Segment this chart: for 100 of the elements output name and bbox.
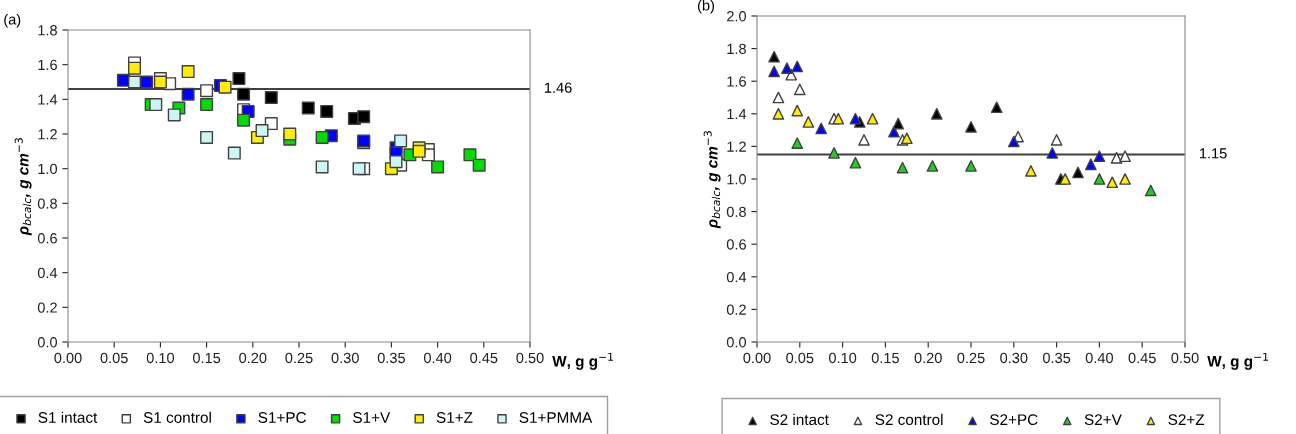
point <box>791 104 804 117</box>
x-tick-label: 0.50 <box>1171 352 1199 364</box>
x-axis-title: W, g g$^{−1}$ <box>1207 352 1268 370</box>
x-tick-label: 0.40 <box>1085 352 1114 364</box>
y-tick-label: 1.4 <box>38 94 58 105</box>
legend-label: S2+PC <box>990 414 1038 426</box>
point <box>149 98 163 112</box>
x-tick-label: 0.30 <box>331 352 359 364</box>
point <box>793 83 806 96</box>
y-tick-label: 1.2 <box>38 129 57 140</box>
point <box>858 134 870 146</box>
point <box>1059 173 1072 185</box>
point <box>772 107 785 120</box>
legend-label: S2+V <box>1084 414 1122 426</box>
legend-label: S1+PC <box>258 412 306 423</box>
point <box>283 127 297 141</box>
point <box>965 160 977 172</box>
point <box>255 124 269 138</box>
point <box>990 101 1003 114</box>
legend-label: S2 intact <box>770 413 829 426</box>
x-tick-label: 0.20 <box>914 352 942 364</box>
point <box>128 75 142 89</box>
y-tick-label: 0.4 <box>37 267 58 279</box>
x-tick-label: 0.45 <box>1128 352 1156 364</box>
y-tick-label: 1.4 <box>727 109 747 120</box>
y-tick-label: 0.8 <box>726 206 746 218</box>
point <box>900 132 913 145</box>
point <box>768 50 780 63</box>
x-tick-label: 0.30 <box>1000 352 1028 364</box>
point <box>896 161 909 174</box>
y-tick-label: 0.4 <box>726 271 747 283</box>
point <box>1119 150 1131 163</box>
point <box>1119 173 1131 185</box>
y-tick-label: 0.0 <box>37 337 58 348</box>
y-tick-label: 1.2 <box>727 141 746 152</box>
point <box>1072 166 1084 179</box>
x-tick-label: 0.25 <box>285 352 313 364</box>
point <box>965 120 977 133</box>
point <box>791 137 804 149</box>
point <box>357 110 371 124</box>
point <box>320 104 334 118</box>
point <box>200 98 214 112</box>
ref-line-label: 1.46 <box>545 82 572 93</box>
point <box>1110 151 1123 164</box>
point <box>849 112 862 125</box>
x-tick-label: 0.15 <box>871 352 899 364</box>
point <box>218 80 232 94</box>
point <box>1093 173 1106 185</box>
x-tick-label: 0.00 <box>743 352 771 364</box>
x-tick-label: 0.15 <box>192 352 221 364</box>
point <box>1093 150 1106 163</box>
point <box>232 72 246 86</box>
x-tick-label: 0.35 <box>377 352 405 364</box>
y-tick-label: 1.6 <box>38 59 57 71</box>
x-axis-title: W, g g$^{−1}$ <box>552 352 613 370</box>
point <box>315 130 329 144</box>
point <box>772 91 785 104</box>
legend-label: S1+PMMA <box>519 412 593 423</box>
x-tick-label: 0.10 <box>828 352 857 364</box>
chart-title: (b) <box>697 0 714 14</box>
point <box>866 112 879 125</box>
y-axis-title: ρ$_{bcalc}$, g cm$^{−3}$ <box>703 131 721 229</box>
x-tick-label: 0.05 <box>100 352 128 364</box>
point <box>802 116 815 128</box>
legend-label: S1+Z <box>436 412 473 423</box>
point <box>1144 184 1157 197</box>
y-tick-label: 1.0 <box>727 174 747 185</box>
point <box>1007 135 1020 148</box>
chart-title: (a) <box>4 13 21 28</box>
y-tick-label: 0.6 <box>37 233 57 244</box>
y-tick-label: 1.8 <box>727 43 746 55</box>
point <box>167 108 181 122</box>
point <box>237 87 251 101</box>
point <box>181 65 195 79</box>
x-tick-label: 0.10 <box>146 352 175 364</box>
legend-label: S2 control <box>875 413 943 426</box>
point <box>140 75 154 89</box>
point <box>431 160 445 174</box>
y-tick-label: 0.2 <box>37 302 57 313</box>
point <box>781 62 793 75</box>
point <box>301 101 315 115</box>
point <box>1106 176 1119 189</box>
point <box>768 65 780 78</box>
point <box>888 125 900 138</box>
y-tick-label: 1.6 <box>727 76 746 87</box>
point <box>352 162 366 176</box>
point <box>892 117 905 130</box>
y-tick-label: 2.0 <box>727 11 747 22</box>
point <box>389 155 403 169</box>
y-tick-label: 0.8 <box>37 198 57 209</box>
y-tick-label: 0.2 <box>726 304 746 315</box>
point <box>264 91 278 105</box>
x-tick-label: 0.45 <box>470 352 498 364</box>
x-tick-label: 0.50 <box>516 352 544 364</box>
x-tick-label: 0.25 <box>957 352 985 364</box>
point <box>849 156 862 169</box>
point <box>463 148 477 162</box>
point <box>237 113 251 127</box>
point <box>1025 165 1037 177</box>
point <box>926 160 939 172</box>
